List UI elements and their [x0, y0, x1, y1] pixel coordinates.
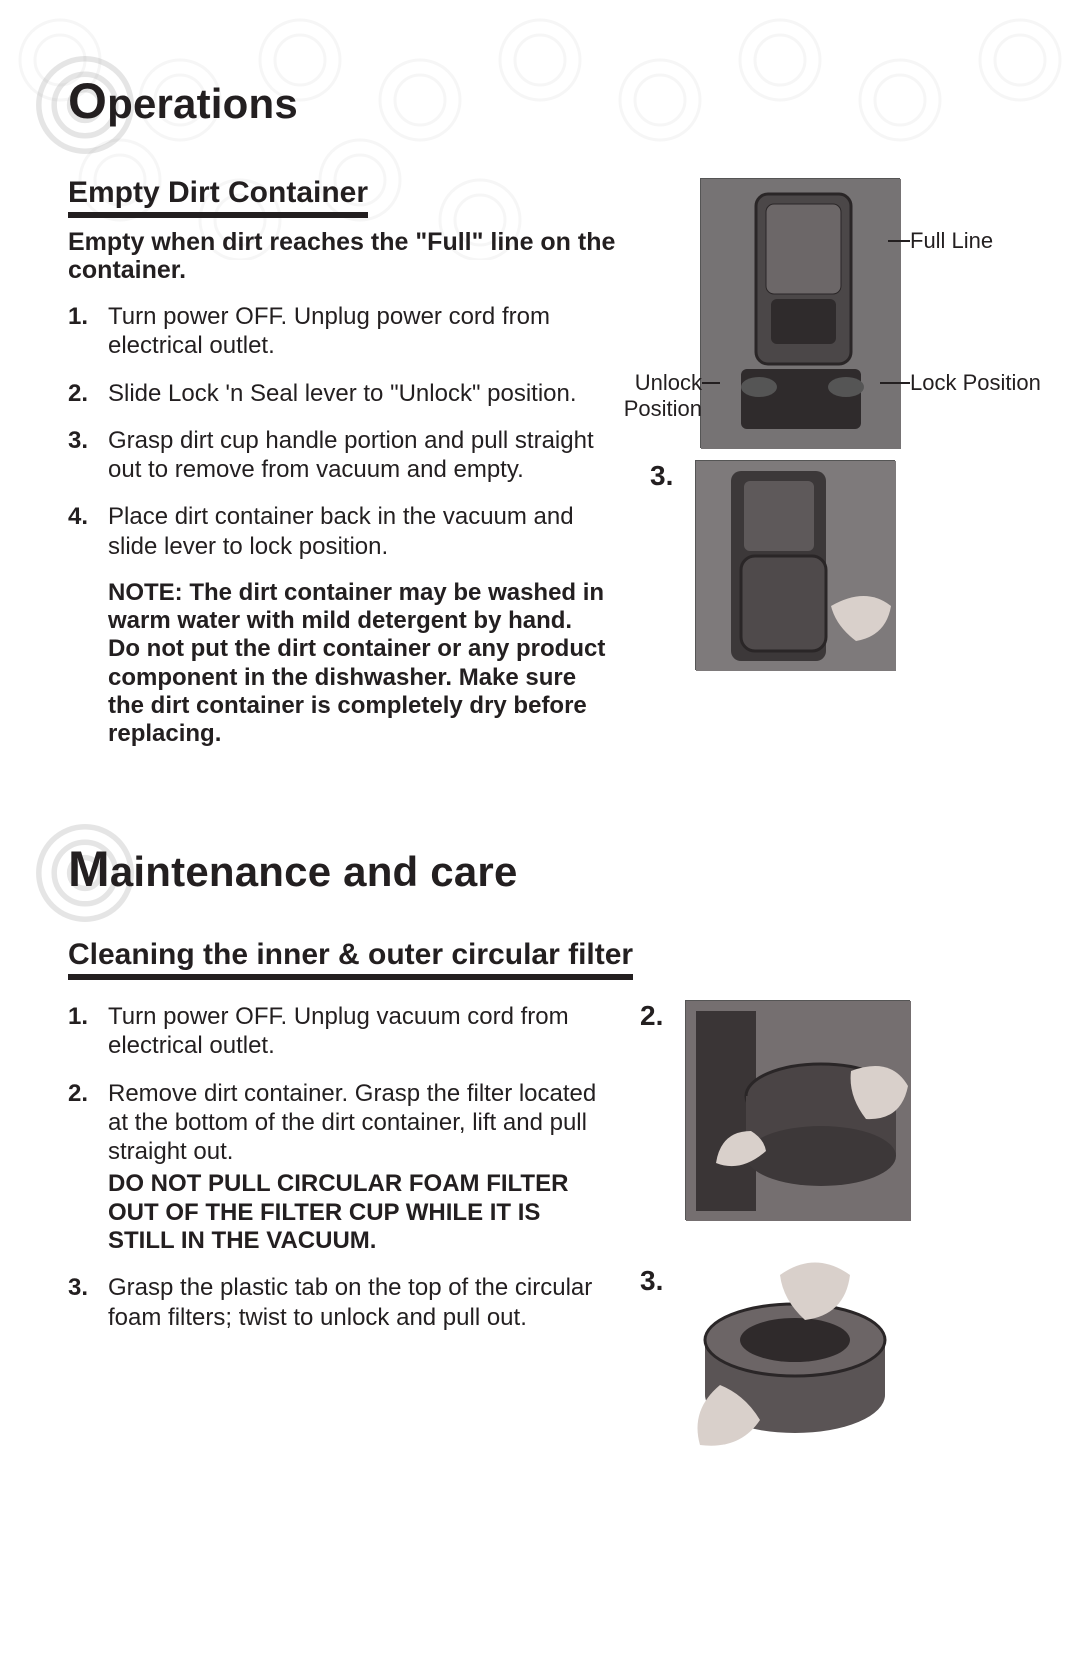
step-item: 2.Slide Lock 'n Seal lever to "Unlock" p… — [68, 379, 608, 408]
step-text: Grasp the plastic tab on the top of the … — [108, 1273, 608, 1332]
figure-number-3: 3. — [650, 460, 673, 492]
steps-list-1: 1.Turn power OFF. Unplug power cord from… — [68, 302, 608, 561]
note-block: NOTE: The dirt container may be washed i… — [68, 579, 608, 749]
figure-filter-remove — [685, 1000, 910, 1220]
step-num: 3. — [68, 426, 108, 485]
step-num: 1. — [68, 302, 108, 361]
step-text: Turn power OFF. Unplug vacuum cord from … — [108, 1002, 608, 1061]
step-item: 3.Grasp dirt cup handle portion and pull… — [68, 426, 608, 485]
leader-line — [880, 382, 910, 384]
step-item: 1.Turn power OFF. Unplug power cord from… — [68, 302, 608, 361]
figure-remove-cup — [695, 460, 895, 670]
step-item: 3.Grasp the plastic tab on the top of th… — [68, 1273, 608, 1332]
figure-vacuum-top — [700, 178, 900, 448]
step-num: 3. — [68, 1273, 108, 1332]
intro-text: Empty when dirt reaches the "Full" line … — [68, 228, 628, 284]
step-text: Slide Lock 'n Seal lever to "Unlock" pos… — [108, 379, 608, 408]
step-num: 2. — [68, 379, 108, 408]
section-title-operations: Operations — [68, 72, 298, 130]
section-title-maintenance: Maintenance and care — [68, 840, 518, 898]
step-text: Remove dirt container. Grasp the filter … — [108, 1079, 608, 1167]
subhead-empty-dirt: Empty Dirt Container — [68, 176, 368, 218]
step-num: 4. — [68, 502, 108, 561]
section-cap: O — [68, 73, 107, 129]
step-text: Turn power OFF. Unplug power cord from e… — [108, 302, 608, 361]
label-lock: Lock Position — [910, 370, 1041, 396]
step-item: 4.Place dirt container back in the vacuu… — [68, 502, 608, 561]
leader-line — [702, 382, 720, 384]
figure-number-2: 2. — [640, 1000, 663, 1032]
figure-filter-twist — [685, 1240, 910, 1465]
subhead-cleaning-filter: Cleaning the inner & outer circular filt… — [68, 938, 633, 980]
warning-text: DO NOT PULL CIRCULAR FOAM FILTER OUT OF … — [68, 1170, 608, 1255]
step-num: 2. — [68, 1079, 108, 1167]
figure-number-3b: 3. — [640, 1265, 663, 1297]
leader-line — [888, 240, 910, 242]
step-text: Grasp dirt cup handle portion and pull s… — [108, 426, 608, 485]
step-num: 1. — [68, 1002, 108, 1061]
step-item: 1.Turn power OFF. Unplug vacuum cord fro… — [68, 1002, 608, 1061]
section-rest: aintenance and care — [110, 848, 518, 895]
label-full-line: Full Line — [910, 228, 993, 254]
section-cap: M — [68, 841, 110, 897]
section-rest: perations — [107, 80, 298, 127]
step-item: 2.Remove dirt container. Grasp the filte… — [68, 1079, 608, 1167]
steps-list-2: 1.Turn power OFF. Unplug vacuum cord fro… — [68, 1002, 608, 1332]
label-unlock: Unlock Position — [562, 370, 702, 422]
step-text: Place dirt container back in the vacuum … — [108, 502, 608, 561]
